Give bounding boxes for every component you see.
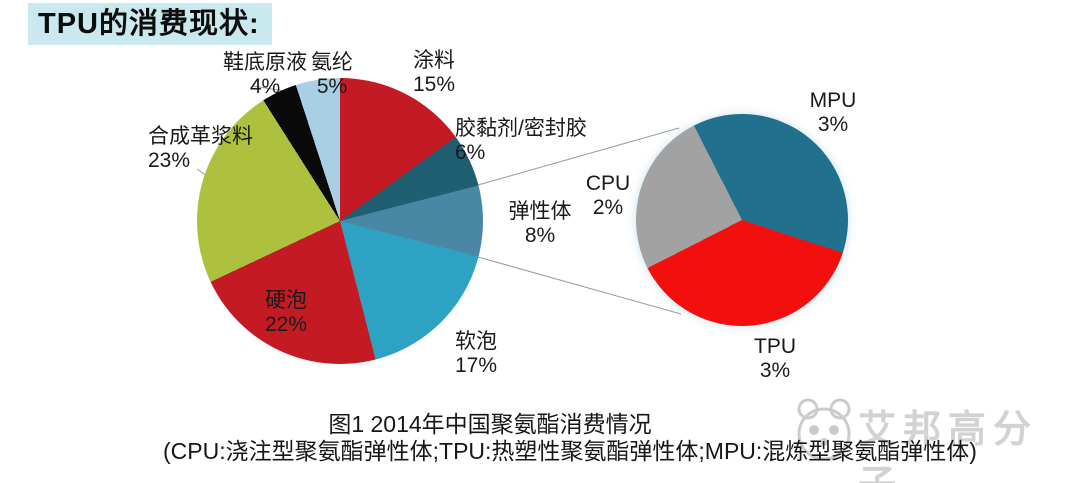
main-pie-chart <box>197 78 483 364</box>
label-shoe-sole-liquid: 鞋底原液 4% <box>223 51 307 98</box>
label-rigid-foam: 硬泡 22% <box>265 289 308 336</box>
label-tpu: TPU 3% <box>754 335 796 382</box>
label-mpu: MPU 3% <box>809 89 857 136</box>
label-elastomer: 弹性体 8% <box>508 200 572 247</box>
label-soft-foam: 软泡 17% <box>455 330 498 377</box>
elastomer-breakdown-pie-chart <box>636 114 848 326</box>
figure-caption-legend: (CPU:浇注型聚氨酯弹性体;TPU:热塑性聚氨酯弹性体;MPU:混炼型聚氨酯弹… <box>163 438 977 464</box>
label-adhesive-sealant: 胶黏剂/密封胶 6% <box>455 117 587 164</box>
label-cpu: CPU 2% <box>585 172 631 219</box>
label-synthetic-leather: 合成革浆料 23% <box>148 125 253 172</box>
panda-logo-icon <box>797 398 851 461</box>
page-title: TPU的消费现状: <box>28 3 272 45</box>
label-spandex: 氨纶 5% <box>311 51 353 98</box>
label-coatings: 涂料 15% <box>413 49 456 96</box>
figure-caption: 图1 2014年中国聚氨酯消费情况 <box>328 411 652 437</box>
watermark-text: 艾邦高分子 <box>858 409 1039 483</box>
